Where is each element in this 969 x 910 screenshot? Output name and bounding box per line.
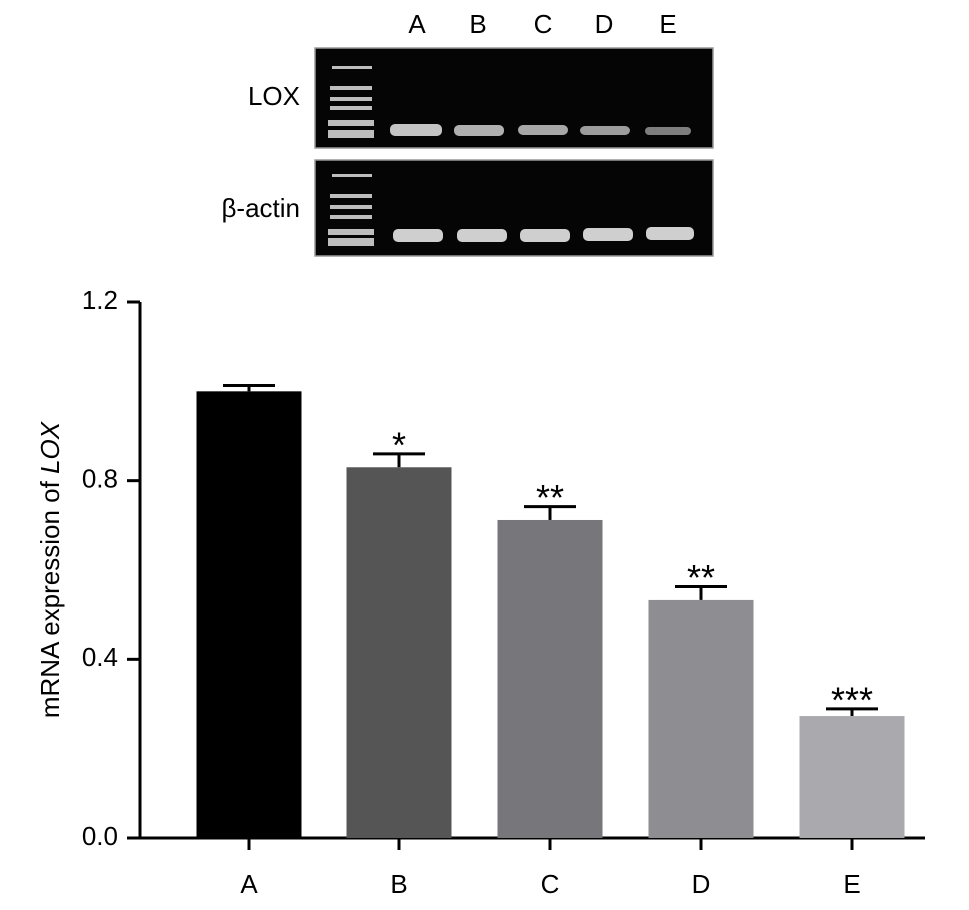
bar	[648, 599, 754, 838]
x-tick-label: B	[390, 869, 407, 899]
significance-label: ***	[831, 679, 873, 720]
gel-panel	[314, 159, 714, 257]
x-tick-label: E	[843, 869, 860, 899]
significance-label: **	[536, 477, 564, 518]
lane-label: C	[534, 9, 553, 39]
x-tick-label: C	[541, 869, 560, 899]
gel-image: LOX β-actin A B C D E	[221, 9, 714, 257]
bar	[346, 467, 452, 838]
gel-bands	[390, 124, 694, 242]
lane-label: D	[595, 9, 614, 39]
significance-label: *	[392, 424, 406, 465]
y-tick-label: 0.4	[82, 642, 118, 672]
gel-row-label: LOX	[248, 81, 300, 111]
y-tick-label: 1.2	[82, 285, 118, 315]
bar	[497, 519, 603, 838]
y-tick-label: 0.0	[82, 821, 118, 851]
y-label-text: mRNA expression of	[35, 480, 65, 718]
x-tick-label: A	[240, 869, 258, 899]
lane-label: E	[659, 9, 676, 39]
bar	[799, 716, 905, 838]
y-label-italic: LOX	[35, 420, 65, 474]
bar	[196, 391, 302, 838]
y-tick-label: 0.8	[82, 464, 118, 494]
lane-label: B	[469, 9, 486, 39]
lane-label: A	[408, 9, 426, 39]
significance-label: **	[687, 557, 715, 598]
x-tick-label: D	[692, 869, 711, 899]
gel-row-label: β-actin	[221, 193, 300, 223]
ladder	[328, 66, 374, 246]
y-axis-label: mRNA expression of LOX	[35, 420, 65, 718]
